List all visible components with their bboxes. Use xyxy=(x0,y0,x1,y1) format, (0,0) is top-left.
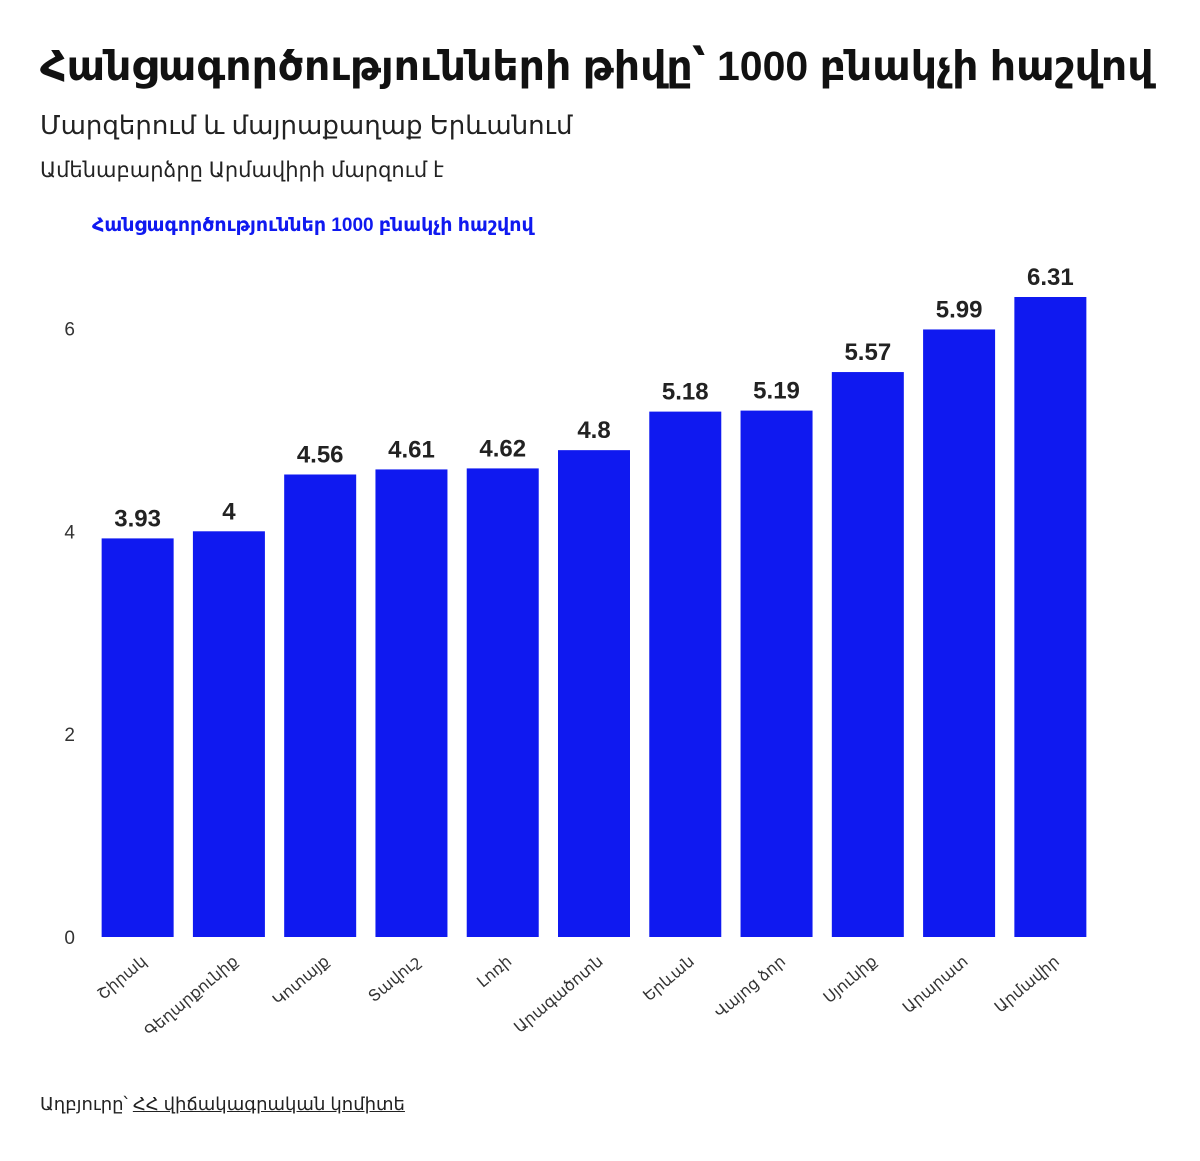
x-tick-label: Արարատ xyxy=(900,953,972,1017)
bar-value-label: 6.31 xyxy=(1027,264,1074,291)
bar xyxy=(375,469,448,937)
y-tick-label: 2 xyxy=(64,725,75,746)
bar-value-label: 4.8 xyxy=(577,417,610,444)
bar xyxy=(923,329,996,937)
source-link[interactable]: ՀՀ վիճակագրական կոմիտե xyxy=(132,1094,405,1114)
bar xyxy=(284,474,357,937)
bar xyxy=(740,410,813,937)
x-tick-label: Լոռի xyxy=(474,953,515,991)
y-tick-label: 0 xyxy=(64,928,75,949)
x-tick-label: Կոտայք xyxy=(270,953,333,1009)
x-tick-label: Արմավիր xyxy=(992,953,1063,1017)
chart-note: Ամենաբարձրը Արմավիրի մարզում է xyxy=(40,159,444,182)
x-tick-label: Տավուշ xyxy=(366,953,424,1006)
bar xyxy=(831,372,904,937)
bars xyxy=(101,297,1087,938)
x-tick-label: Երևան xyxy=(641,953,698,1005)
chart-title: Հանցագործությունների թիվը՝ 1000 բնակչի հ… xyxy=(40,43,1154,89)
y-tick-label: 6 xyxy=(64,319,75,340)
bar-value-label: 5.18 xyxy=(662,379,709,406)
bar xyxy=(466,468,539,937)
legend-entry: Հանցագործություններ 1000 բնակչի հաշվով xyxy=(92,215,534,236)
chart-subtitle: Մարզերում և մայրաքաղաք Երևանում xyxy=(40,110,573,140)
x-tick-label: Սյունիք xyxy=(821,953,881,1007)
bar-value-label: 3.93 xyxy=(114,505,161,532)
bar-value-label: 4.62 xyxy=(479,435,526,462)
x-tick-label: Գեղարքունիք xyxy=(142,953,242,1040)
bar-value-label: 4 xyxy=(222,498,236,525)
source-line: Աղբյուրը՝ ՀՀ վիճակագրական կոմիտե xyxy=(40,1094,405,1115)
bar-value-label: 5.19 xyxy=(753,378,800,405)
source-label: Աղբյուրը՝ xyxy=(40,1094,128,1114)
bar xyxy=(1014,297,1087,937)
bar-value-label: 5.99 xyxy=(936,296,983,323)
x-tick-label: Վայոց ձոր xyxy=(712,953,789,1022)
bar xyxy=(649,411,722,938)
bar-value-label: 4.56 xyxy=(297,441,344,468)
y-tick-label: 4 xyxy=(64,522,75,543)
bar xyxy=(192,531,265,937)
bar-labels: 3.93 4 4.56 4.61 4.62 4.8 5.18 5.19 5.57 5.99 6.31 xyxy=(114,264,1073,532)
bar-value-label: 5.57 xyxy=(844,339,891,366)
y-axis: 0 2 4 6 xyxy=(64,319,75,949)
x-tick-label: Շիրակ xyxy=(95,953,150,1003)
bar xyxy=(558,450,630,937)
bar xyxy=(101,538,174,937)
bar-value-label: 4.61 xyxy=(388,436,435,463)
x-tick-label: Արագածոտն xyxy=(511,953,606,1037)
